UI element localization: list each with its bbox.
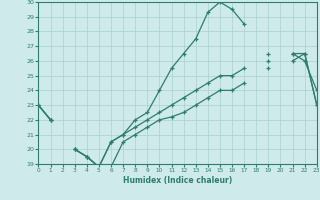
X-axis label: Humidex (Indice chaleur): Humidex (Indice chaleur)	[123, 176, 232, 185]
